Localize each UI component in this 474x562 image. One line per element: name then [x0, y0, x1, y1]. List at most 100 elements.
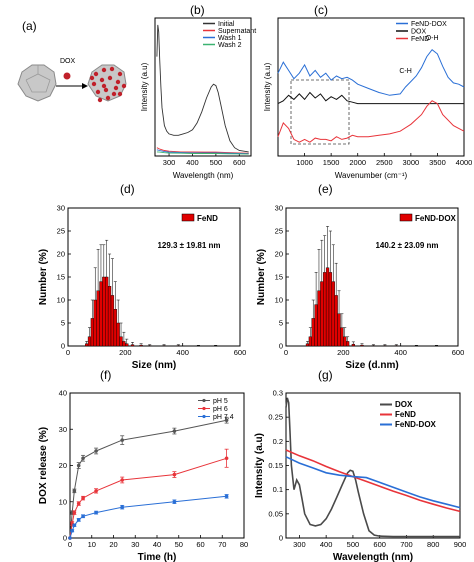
- series-line-wash-1: [156, 149, 249, 155]
- y-tick-label: 30: [59, 425, 67, 434]
- x-tick-label: 80: [240, 540, 248, 549]
- histogram-bar: [343, 336, 347, 347]
- data-point: [81, 514, 85, 519]
- data-point: [81, 496, 85, 500]
- y-tick-label: 20: [275, 250, 283, 259]
- data-point: [120, 438, 124, 442]
- data-point: [172, 472, 177, 477]
- x-axis-label: Wavelength (nm): [173, 171, 234, 180]
- y-tick-label: 20: [59, 461, 67, 470]
- series-line-ph-5: [69, 419, 227, 539]
- x-tick-label: 200: [337, 348, 350, 357]
- mean-size-annotation: 140.2 ± 23.09 nm: [375, 241, 438, 250]
- data-point: [72, 523, 77, 528]
- x-tick-label: 800: [427, 540, 440, 549]
- legend-marker: [202, 406, 206, 411]
- x-tick-label: 50: [175, 540, 183, 549]
- y-tick-label: 5: [61, 319, 65, 328]
- legend-label: Wash 2: [218, 42, 242, 49]
- legend-label: Initial: [218, 21, 235, 28]
- dox-dot: [115, 79, 121, 85]
- y-axis-label: Number (%): [256, 249, 267, 305]
- x-axis-label: Wavelength (nm): [333, 552, 413, 562]
- histogram-bar: [325, 267, 330, 347]
- histogram-bar: [93, 299, 97, 347]
- legend-label: pH 6: [213, 406, 228, 413]
- x-axis-label: Size (d.nm): [345, 360, 398, 371]
- legend-label: FeND: [411, 36, 429, 43]
- histogram-bar: [84, 343, 89, 347]
- panel-label-b: (b): [190, 3, 205, 17]
- x-tick-label: 1500: [323, 158, 340, 167]
- legend-label: FeND-DOX: [411, 21, 447, 28]
- x-tick-label: 2000: [349, 158, 366, 167]
- y-tick-label: 40: [59, 389, 67, 398]
- data-point: [76, 463, 81, 468]
- histogram-bar: [323, 272, 327, 347]
- histogram-bar: [346, 341, 350, 347]
- legend-marker: [202, 414, 206, 419]
- y-axis-label: Intensity (a.u): [254, 433, 265, 498]
- dox-dot: [97, 97, 103, 103]
- series-line-supernatant: [156, 147, 249, 154]
- dox-dot: [101, 83, 107, 89]
- x-tick-label: 70: [218, 540, 226, 549]
- x-tick-label: 10: [88, 540, 96, 549]
- dox-dot: [105, 95, 111, 101]
- series-line-initial: [156, 24, 249, 153]
- histogram-bar: [102, 276, 106, 347]
- y-tick-label: 0.3: [273, 389, 283, 398]
- data-point: [72, 489, 77, 493]
- y-tick-label: 10: [275, 296, 283, 305]
- mean-size-annotation: 129.3 ± 19.81 nm: [157, 241, 220, 250]
- y-tick-label: 10: [59, 497, 67, 506]
- x-tick-label: 400: [176, 348, 189, 357]
- data-point: [70, 528, 74, 533]
- panel-label-d: (d): [120, 182, 135, 196]
- dox-dot: [117, 71, 123, 77]
- x-tick-label: 3000: [403, 158, 420, 167]
- y-tick-label: 20: [57, 250, 65, 259]
- data-point: [120, 505, 124, 509]
- data-point: [76, 518, 81, 522]
- legend-label: DOX: [411, 29, 427, 36]
- histogram-bar: [328, 272, 333, 347]
- series-line-fend: [285, 449, 461, 513]
- annotation-ch: C-H: [399, 68, 411, 75]
- y-tick-label: 0.2: [273, 437, 283, 446]
- legend-label: FeND-DOX: [395, 420, 437, 429]
- y-tick-label: 15: [275, 273, 283, 282]
- histogram-bar: [308, 336, 312, 347]
- y-tick-label: 30: [57, 204, 65, 213]
- histogram-bar: [110, 295, 115, 347]
- data-point: [120, 478, 124, 482]
- x-tick-label: 3500: [429, 158, 446, 167]
- histogram-bar: [96, 290, 100, 347]
- x-tick-label: 700: [400, 540, 413, 549]
- panel-label-c: (c): [314, 3, 328, 17]
- x-tick-label: 0: [66, 348, 70, 357]
- x-tick-label: 0: [68, 540, 72, 549]
- series-line-ph-6: [69, 457, 227, 539]
- histogram-bar: [87, 336, 92, 347]
- legend-label: pH 7.4: [213, 414, 234, 421]
- series-line-dox: [285, 397, 460, 538]
- legend-label: DOX: [395, 400, 413, 409]
- loaded-dox-dots: [89, 66, 127, 103]
- dox-dot: [95, 89, 101, 95]
- histogram-bar: [320, 281, 324, 347]
- data-point: [68, 536, 72, 540]
- frame-g: [285, 392, 461, 539]
- fingerprint-region-box: [290, 79, 350, 145]
- nanodiamond-facets: [25, 73, 51, 93]
- dox-dot: [91, 81, 97, 87]
- dox-molecule: [63, 72, 71, 80]
- y-axis-label: DOX release (%): [38, 427, 49, 504]
- series-line-fend: [277, 100, 465, 143]
- y-tick-label: 0.1: [273, 485, 283, 494]
- dox-dot: [101, 67, 107, 73]
- histogram-bar: [317, 290, 321, 347]
- dox-dot: [113, 85, 119, 91]
- dox-dot: [103, 87, 109, 93]
